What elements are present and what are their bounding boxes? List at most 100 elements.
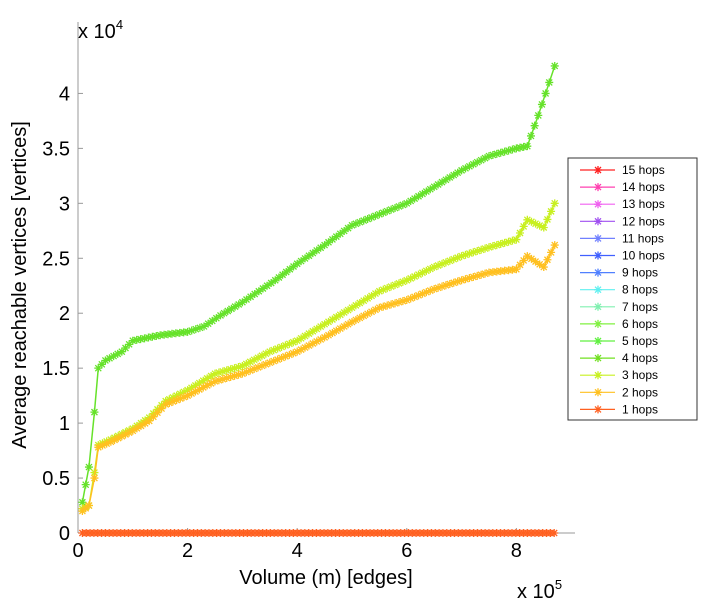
data-point bbox=[418, 189, 427, 198]
data-point bbox=[128, 336, 137, 345]
y-axis-label: Average reachable vertices [vertices] bbox=[9, 121, 31, 449]
data-point bbox=[410, 292, 419, 301]
data-point bbox=[461, 275, 470, 284]
data-point bbox=[250, 364, 259, 373]
data-point bbox=[422, 187, 431, 196]
data-point bbox=[128, 426, 137, 435]
data-point bbox=[168, 397, 177, 406]
legend-item: 8 hops bbox=[580, 283, 658, 297]
y-tick-label: 0 bbox=[59, 523, 70, 545]
data-point bbox=[523, 215, 532, 224]
data-point bbox=[406, 294, 415, 303]
data-point bbox=[504, 237, 513, 246]
data-point bbox=[332, 313, 341, 322]
legend-marker-icon bbox=[594, 251, 602, 260]
data-point bbox=[282, 268, 291, 277]
legend-item: 7 hops bbox=[580, 300, 658, 314]
data-point bbox=[250, 289, 259, 298]
legend-marker-icon bbox=[594, 388, 602, 397]
data-point bbox=[207, 379, 216, 388]
data-point bbox=[293, 336, 302, 345]
legend-label: 5 hops bbox=[622, 334, 658, 348]
data-point bbox=[214, 368, 223, 377]
data-point bbox=[398, 297, 407, 306]
data-point bbox=[195, 385, 204, 394]
data-point bbox=[550, 529, 559, 537]
data-point bbox=[461, 250, 470, 259]
data-point bbox=[285, 265, 294, 274]
data-point bbox=[199, 383, 208, 392]
legend-item: 2 hops bbox=[580, 385, 658, 399]
legend-item: 6 hops bbox=[580, 317, 658, 331]
data-point bbox=[535, 260, 544, 269]
data-point bbox=[304, 251, 313, 260]
data-point bbox=[293, 259, 302, 268]
data-point bbox=[492, 241, 501, 250]
data-point bbox=[402, 199, 411, 208]
data-point bbox=[481, 154, 490, 163]
data-point bbox=[216, 311, 225, 320]
data-point bbox=[187, 389, 196, 398]
data-point bbox=[336, 229, 345, 238]
data-point bbox=[457, 276, 466, 285]
data-point bbox=[226, 372, 235, 381]
data-point bbox=[406, 274, 415, 283]
legend-marker-icon bbox=[594, 183, 602, 192]
y-tick-label: 2.5 bbox=[42, 248, 70, 270]
x-tick-label: 4 bbox=[292, 540, 303, 562]
data-point bbox=[269, 357, 278, 366]
data-point bbox=[363, 309, 372, 318]
data-point bbox=[183, 391, 192, 400]
data-point bbox=[246, 366, 255, 375]
data-point bbox=[172, 396, 181, 405]
data-point bbox=[191, 381, 200, 390]
data-point bbox=[273, 344, 282, 353]
data-point bbox=[203, 374, 212, 383]
data-point bbox=[110, 435, 119, 444]
data-point bbox=[477, 270, 486, 279]
series-line bbox=[81, 65, 556, 503]
data-point bbox=[152, 331, 161, 340]
data-point bbox=[94, 364, 103, 373]
data-point bbox=[441, 281, 450, 290]
data-point bbox=[379, 302, 388, 311]
legend-item: 4 hops bbox=[580, 351, 658, 365]
data-point bbox=[534, 111, 543, 120]
data-point bbox=[145, 416, 154, 425]
data-point bbox=[414, 192, 423, 201]
data-point bbox=[242, 295, 251, 304]
data-point bbox=[316, 322, 325, 331]
data-point bbox=[109, 352, 118, 361]
data-point bbox=[204, 319, 213, 328]
data-point bbox=[500, 147, 509, 156]
data-point bbox=[351, 301, 360, 310]
data-point bbox=[445, 256, 454, 265]
data-point bbox=[220, 309, 229, 318]
legend-label: 14 hops bbox=[622, 180, 665, 194]
data-point bbox=[254, 363, 263, 372]
data-point bbox=[165, 398, 174, 407]
data-point bbox=[98, 441, 107, 450]
data-point bbox=[363, 294, 372, 303]
data-point bbox=[153, 408, 162, 417]
data-point bbox=[434, 180, 443, 189]
data-point bbox=[441, 175, 450, 184]
data-point bbox=[161, 400, 170, 409]
data-point bbox=[531, 257, 540, 266]
x-tick-label: 0 bbox=[72, 540, 83, 562]
data-point bbox=[320, 241, 329, 250]
data-point bbox=[391, 299, 400, 308]
data-point bbox=[285, 350, 294, 359]
data-point bbox=[274, 273, 283, 282]
data-point bbox=[195, 323, 204, 332]
data-point bbox=[394, 298, 403, 307]
data-point bbox=[301, 331, 310, 340]
data-point bbox=[308, 327, 317, 336]
data-point bbox=[351, 219, 360, 228]
data-point bbox=[81, 504, 90, 513]
data-point bbox=[200, 322, 209, 331]
data-point bbox=[391, 280, 400, 289]
legend-marker-icon bbox=[594, 319, 602, 328]
data-point bbox=[473, 271, 482, 280]
